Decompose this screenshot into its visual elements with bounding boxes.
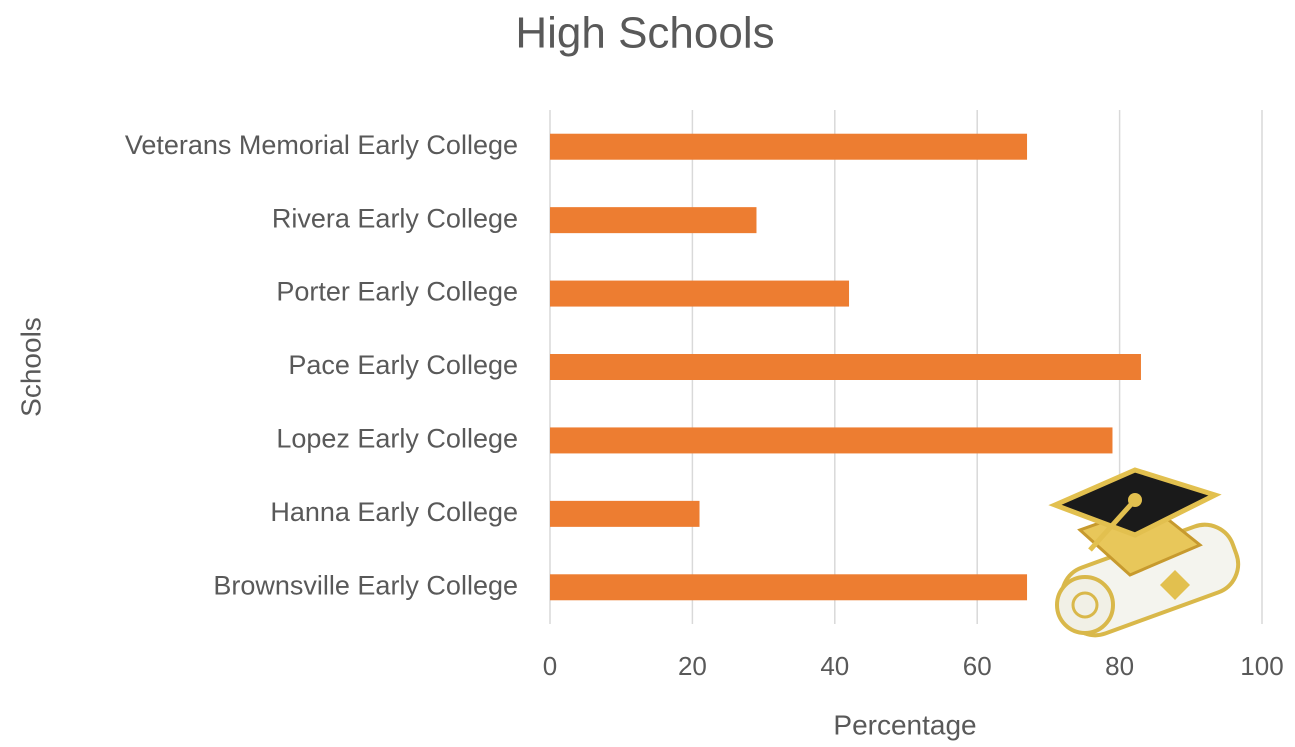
x-tick-label: 60 bbox=[963, 651, 992, 681]
y-tick-label: Rivera Early College bbox=[272, 203, 518, 233]
x-tick-label: 20 bbox=[678, 651, 707, 681]
x-tick-label: 80 bbox=[1105, 651, 1134, 681]
y-axis-label: Schools bbox=[15, 317, 46, 417]
x-tick-label: 0 bbox=[543, 651, 557, 681]
x-tick-label: 100 bbox=[1240, 651, 1283, 681]
y-tick-label: Lopez Early College bbox=[276, 424, 518, 454]
chart-title: High Schools bbox=[515, 9, 774, 58]
graduation-clipart bbox=[1048, 467, 1241, 638]
y-tick-label: Porter Early College bbox=[276, 277, 518, 307]
bar bbox=[550, 574, 1028, 601]
bar bbox=[550, 427, 1113, 454]
y-tick-label: Pace Early College bbox=[288, 350, 518, 380]
x-axis-label: Percentage bbox=[833, 709, 976, 740]
plot-area: 0 20 40 60 80 100 Veterans Memorial Early Coll… bbox=[125, 110, 1284, 681]
bar bbox=[550, 500, 700, 527]
bar bbox=[550, 280, 850, 307]
x-tick-label: 40 bbox=[820, 651, 849, 681]
bar bbox=[550, 354, 1141, 380]
bar bbox=[550, 207, 757, 234]
y-tick-label: Hanna Early College bbox=[270, 497, 518, 527]
bar bbox=[550, 133, 1028, 160]
y-tick-label: Brownsville Early College bbox=[213, 570, 518, 600]
y-tick-label: Veterans Memorial Early College bbox=[125, 130, 518, 160]
